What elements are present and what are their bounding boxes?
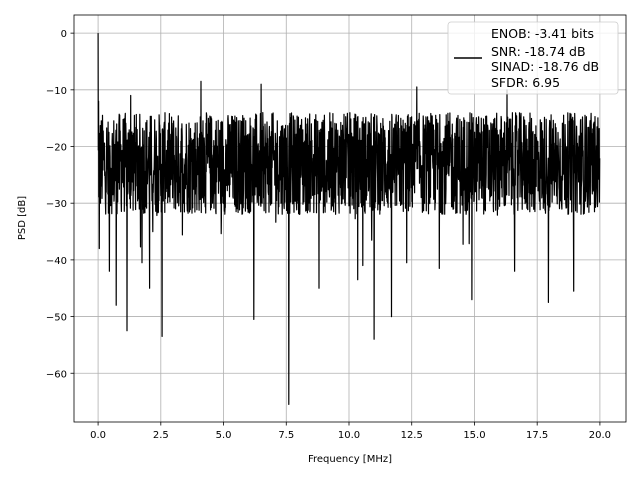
x-tick-label: 2.5 (153, 430, 169, 441)
legend-sfdr: SFDR: 6.95 (491, 75, 560, 90)
legend-sinad: SINAD: -18.76 dB (491, 59, 599, 74)
ticks: 0.0 2.5 5.0 7.5 10.0 12.5 15.0 17.5 20.0 0 −10 −20 −… (46, 29, 611, 441)
y-axis-label: PSD [dB] (17, 196, 28, 240)
psd-series-line (97, 33, 601, 405)
x-tick-label: 17.5 (526, 430, 548, 441)
y-tick-label: −20 (46, 143, 67, 154)
y-tick-label: −50 (46, 313, 67, 324)
legend: ENOB: -3.41 bits SNR: -18.74 dB SINAD: -… (447, 21, 619, 95)
x-tick-label: 20.0 (589, 430, 611, 441)
y-tick-label: −30 (46, 199, 67, 210)
y-tick-label: −40 (46, 256, 67, 267)
legend-enob: ENOB: -3.41 bits (491, 26, 594, 41)
x-tick-label: 10.0 (338, 430, 360, 441)
plot-area (97, 33, 601, 405)
axes-frame (73, 14, 627, 423)
x-tick-label: 7.5 (278, 430, 294, 441)
x-axis-label: Frequency [MHz] (308, 454, 392, 465)
x-tick-label: 0.0 (90, 430, 106, 441)
legend-snr: SNR: -18.74 dB (491, 44, 586, 59)
x-tick-label: 5.0 (216, 430, 232, 441)
y-tick-label: 0 (61, 29, 67, 40)
x-tick-label: 12.5 (401, 430, 423, 441)
x-tick-label: 15.0 (463, 430, 485, 441)
y-tick-label: −60 (46, 369, 67, 380)
y-tick-label: −10 (46, 86, 67, 97)
legend-box (447, 21, 619, 95)
